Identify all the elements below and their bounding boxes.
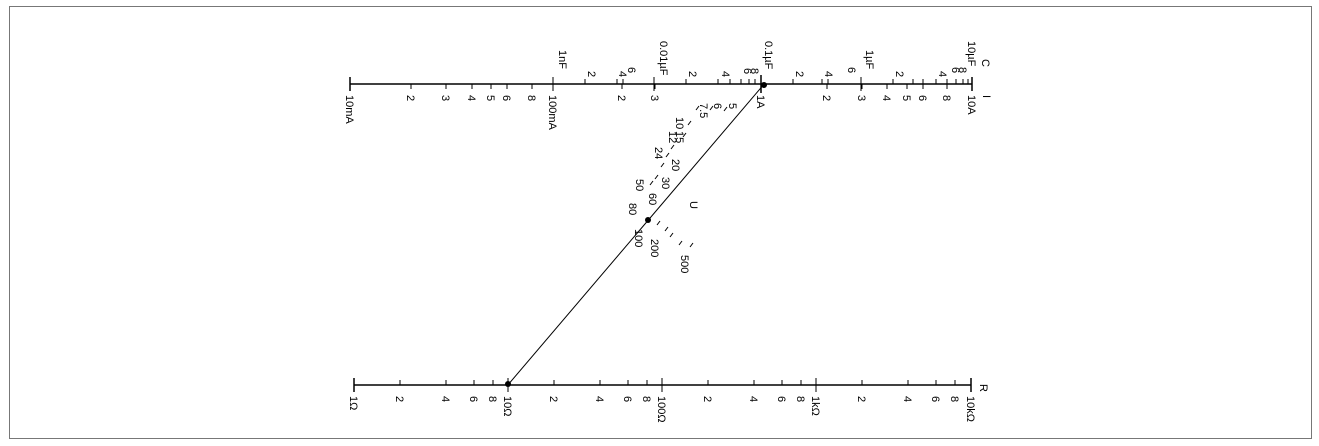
r-major-label: 1Ω xyxy=(347,396,359,410)
r-labels: R 1Ω 10Ω 100Ω 1kΩ 10kΩ 2 4 6 8 2 4 6 8 2… xyxy=(347,384,989,423)
i-minor-label: 2 xyxy=(404,95,416,101)
c-minor-label: 4 xyxy=(719,71,731,77)
i-major-label: 1A xyxy=(754,95,766,109)
example-point-ci xyxy=(761,82,767,88)
u-label: 500 xyxy=(678,255,690,273)
c-major-label: 10µF xyxy=(965,41,977,67)
r-minor-label: 4 xyxy=(439,396,451,402)
r-minor-label: 6 xyxy=(467,396,479,402)
u-label: 10 xyxy=(673,117,685,129)
i-labels: I 10mA 100mA 1A 10A 2 3 4 5 6 8 2 3 2 3 … xyxy=(343,95,992,131)
r-minor-ticks xyxy=(399,380,956,385)
u-label: 100 xyxy=(632,229,644,247)
c-minor-label: 8 xyxy=(748,68,760,74)
c-minor-label: 4 xyxy=(822,71,834,77)
i-major-label: 100mA xyxy=(546,95,558,131)
u-label: 24 xyxy=(652,147,664,159)
c-minor-label: 6 xyxy=(949,67,961,73)
c-minor-label: 6 xyxy=(845,67,857,73)
r-minor-label: 8 xyxy=(794,396,806,402)
u-label: 20 xyxy=(669,159,681,171)
r-minor-label: 6 xyxy=(775,396,787,402)
example-line-segment xyxy=(506,82,766,387)
r-minor-label: 4 xyxy=(593,396,605,402)
u-label: 7.5 xyxy=(697,103,709,118)
r-minor-label: 6 xyxy=(621,396,633,402)
u-scale-name: U xyxy=(687,201,699,209)
c-minor-label: 2 xyxy=(793,71,805,77)
u-label: 30 xyxy=(659,177,671,189)
i-minor-label: 4 xyxy=(465,95,477,101)
c-major-label: 0.01µF xyxy=(657,41,669,76)
c-major-label: 1µF xyxy=(863,50,875,69)
c-minor-label: 8 xyxy=(956,67,968,73)
r-minor-label: 4 xyxy=(901,396,913,402)
i-minor-label: 6 xyxy=(916,95,928,101)
r-minor-label: 6 xyxy=(929,396,941,402)
i-minor-label: 6 xyxy=(500,95,512,101)
i-minor-label: 4 xyxy=(880,95,892,101)
u-label: 12 xyxy=(666,131,678,143)
i-minor-label: 5 xyxy=(484,95,496,101)
r-major-label: 1kΩ xyxy=(809,396,821,416)
example-line xyxy=(505,82,767,387)
r-minor-label: 8 xyxy=(486,396,498,402)
c-minor-ticks xyxy=(584,79,969,84)
c-minor-label: 2 xyxy=(686,71,698,77)
u-ticks xyxy=(649,105,728,248)
u-label: 15 xyxy=(673,131,685,143)
c-major-label: 0.1µF xyxy=(762,41,774,70)
c-minor-label: 2 xyxy=(585,71,597,77)
i-minor-label: 5 xyxy=(900,95,912,101)
i-minor-label: 3 xyxy=(648,95,660,101)
u-label: 60 xyxy=(646,193,658,205)
i-minor-label: 8 xyxy=(525,95,537,101)
i-scale-name: I xyxy=(980,95,992,98)
u-labels: U 5 6 7.5 10 12 15 20 24 30 50 60 80 100… xyxy=(626,103,738,273)
r-minor-label: 2 xyxy=(547,396,559,402)
c-scale-name: C xyxy=(979,59,991,67)
r-minor-label: 2 xyxy=(701,396,713,402)
i-minor-label: 8 xyxy=(940,95,952,101)
r-major-label: 10Ω xyxy=(501,396,513,416)
u-label: 6 xyxy=(711,103,723,109)
r-minor-label: 8 xyxy=(640,396,652,402)
r-minor-label: 2 xyxy=(855,396,867,402)
nomogram-svg: C 1nF 0.01µF 0.1µF 1µF 10µF 2 4 6 2 4 6 … xyxy=(343,41,992,423)
u-label: 50 xyxy=(633,179,645,191)
i-minor-label: 2 xyxy=(615,95,627,101)
i-minor-label: 2 xyxy=(820,95,832,101)
r-major-label: 100Ω xyxy=(655,396,667,423)
example-point-u xyxy=(645,217,651,223)
diagram-frame: C 1nF 0.01µF 0.1µF 1µF 10µF 2 4 6 2 4 6 … xyxy=(9,6,1312,439)
u-label: 200 xyxy=(648,239,660,257)
r-minor-label: 8 xyxy=(948,396,960,402)
c-minor-label: 6 xyxy=(625,67,637,73)
u-label: 5 xyxy=(726,103,738,109)
r-minor-label: 2 xyxy=(393,396,405,402)
example-point-r xyxy=(505,381,511,387)
r-scale xyxy=(353,378,972,392)
r-minor-label: 4 xyxy=(747,396,759,402)
c-labels: C 1nF 0.01µF 0.1µF 1µF 10µF 2 4 6 2 4 6 … xyxy=(556,41,991,77)
c-minor-label: 6 xyxy=(741,68,753,74)
c-major-label: 1nF xyxy=(556,50,568,69)
c-i-scale xyxy=(349,75,973,93)
r-scale-name: R xyxy=(977,384,989,392)
r-major-label: 10kΩ xyxy=(964,396,976,422)
u-label: 80 xyxy=(626,203,638,215)
c-minor-label: 4 xyxy=(936,71,948,77)
i-major-label: 10mA xyxy=(343,95,355,124)
c-minor-label: 2 xyxy=(893,71,905,77)
i-minor-label: 3 xyxy=(439,95,451,101)
i-major-label: 10A xyxy=(965,95,977,115)
i-minor-label: 3 xyxy=(855,95,867,101)
c-minor-label: 4 xyxy=(616,71,628,77)
i-minor-ticks xyxy=(410,84,948,89)
